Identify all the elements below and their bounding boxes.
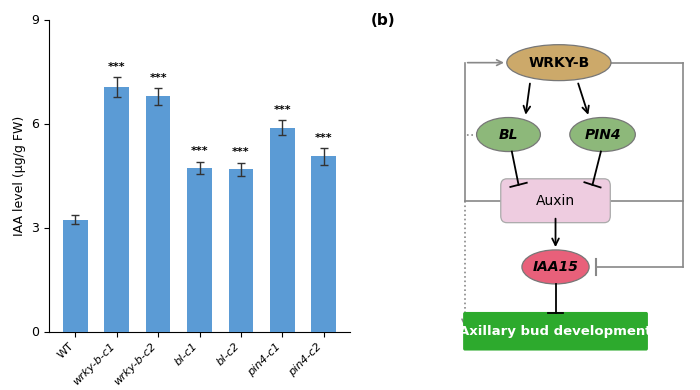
Text: ***: *** bbox=[232, 147, 250, 158]
Ellipse shape bbox=[570, 117, 636, 152]
Y-axis label: IAA level (μg/g FW): IAA level (μg/g FW) bbox=[13, 115, 26, 236]
Text: ***: *** bbox=[274, 105, 291, 115]
Text: (b): (b) bbox=[371, 14, 395, 28]
Bar bbox=[104, 87, 129, 332]
Bar bbox=[187, 168, 212, 332]
Text: IAA15: IAA15 bbox=[533, 260, 578, 274]
Text: BL: BL bbox=[498, 128, 518, 142]
FancyBboxPatch shape bbox=[500, 179, 610, 223]
Text: ***: *** bbox=[108, 62, 125, 72]
Text: WRKY-B: WRKY-B bbox=[528, 56, 589, 70]
Bar bbox=[146, 96, 171, 332]
Ellipse shape bbox=[477, 117, 540, 152]
Text: ***: *** bbox=[190, 146, 209, 156]
Ellipse shape bbox=[507, 45, 611, 81]
Bar bbox=[63, 220, 88, 332]
Ellipse shape bbox=[522, 250, 589, 284]
Text: ***: *** bbox=[315, 133, 332, 143]
Text: Axillary bud development: Axillary bud development bbox=[459, 325, 652, 338]
Text: PIN4: PIN4 bbox=[584, 128, 621, 142]
Bar bbox=[312, 156, 336, 332]
Bar bbox=[228, 169, 253, 332]
Bar bbox=[270, 128, 295, 332]
FancyBboxPatch shape bbox=[463, 312, 648, 351]
Text: Auxin: Auxin bbox=[536, 194, 575, 208]
Text: ***: *** bbox=[149, 73, 167, 83]
